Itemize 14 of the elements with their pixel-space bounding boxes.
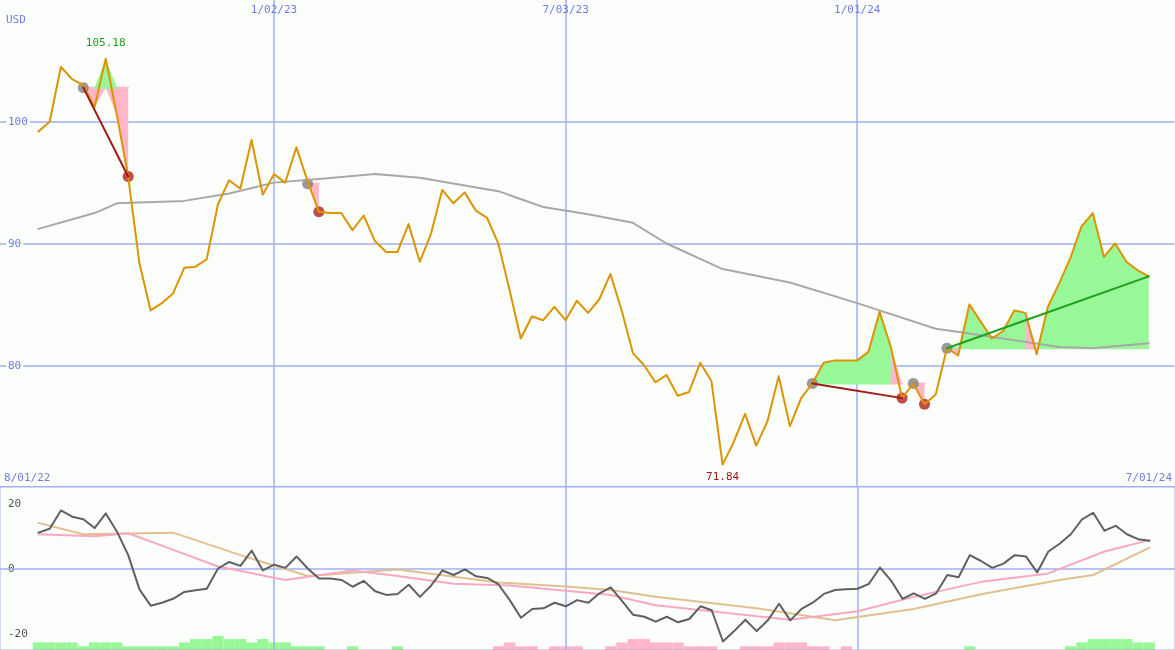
y-tick-label: 20	[8, 496, 22, 510]
x-tick-label: 8/01/22	[4, 471, 51, 484]
x2-tick-label: 1/01/24	[834, 3, 881, 16]
annotation: 71.84	[706, 469, 740, 483]
y-tick-label: 90	[8, 237, 22, 250]
y-tick-label: 0	[8, 562, 15, 575]
x2-tick-label: 1/02/23	[250, 3, 298, 16]
y-tick-label: 100	[8, 115, 28, 129]
x-tick-label: 7/01/24	[1125, 471, 1173, 484]
x2-tick-label: 7/03/23	[542, 3, 589, 16]
y-axis-title: USD	[6, 13, 26, 26]
annotation: 105.18	[85, 35, 126, 49]
y-tick-label: 80	[8, 358, 22, 372]
y-tick-label: -20	[8, 627, 28, 641]
